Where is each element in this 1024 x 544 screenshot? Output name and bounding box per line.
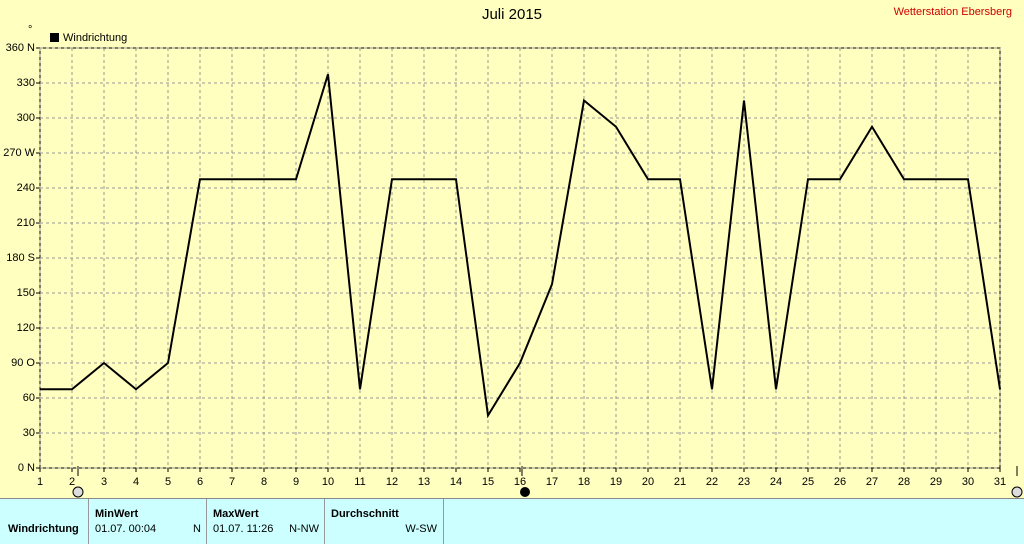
chart: Juli 2015 Wetterstation Ebersberg ° 0 N 3… [3, 6, 1023, 498]
value: N [193, 523, 201, 535]
x-tick-label: 14 [450, 476, 462, 488]
column-header: MinWert [95, 508, 139, 520]
x-tick-label: 31 [994, 476, 1006, 488]
x-tick-label: 4 [133, 476, 139, 488]
x-tick-label: 29 [930, 476, 942, 488]
x-tick-label: 11 [354, 476, 365, 488]
y-tick-label: 60 [23, 392, 35, 404]
x-tick-label: 17 [546, 476, 558, 488]
x-tick-label: 19 [610, 476, 622, 488]
x-tick-label: 30 [962, 476, 974, 488]
x-tick-label: 26 [834, 476, 846, 488]
y-tick-label: 240 [17, 182, 35, 194]
x-tick-label: 24 [770, 476, 782, 488]
value: N-NW [289, 523, 319, 535]
x-tick-label: 16 [514, 476, 526, 488]
y-tick-label: 210 [17, 217, 35, 229]
time: 01.07. 00:04 [95, 523, 157, 535]
time: 01.07. 11:26 [213, 523, 274, 535]
x-tick-label: 5 [165, 476, 171, 488]
x-tick-label: 7 [229, 476, 235, 488]
y-tick-label: 150 [17, 287, 35, 299]
x-tick-label: 20 [642, 476, 654, 488]
x-tick-label: 12 [386, 476, 398, 488]
slider-handle[interactable] [520, 487, 530, 497]
x-tick-label: 9 [293, 476, 299, 488]
x-tick-label: 1 [37, 476, 43, 488]
x-tick-label: 15 [482, 476, 494, 488]
x-tick-label: 13 [418, 476, 430, 488]
row-label: Windrichtung [8, 523, 79, 535]
slider-handle[interactable] [1011, 486, 1023, 498]
stats-column: Durchschnitt W-SW [324, 499, 444, 544]
y-tick-label: 120 [17, 322, 35, 334]
x-tick-label: 6 [197, 476, 203, 488]
y-tick-label: 330 [17, 77, 35, 89]
x-tick-label: 25 [802, 476, 814, 488]
chart-title: Juli 2015 [482, 6, 542, 23]
legend-swatch [50, 33, 59, 42]
x-tick-label: 10 [322, 476, 334, 488]
x-tick-label: 8 [261, 476, 267, 488]
x-tick-label: 22 [706, 476, 718, 488]
stats-column: MaxWert 01.07. 11:26 N-NW [206, 499, 325, 544]
column-header: MaxWert [213, 508, 259, 520]
x-tick-label: 18 [578, 476, 590, 488]
value: W-SW [405, 523, 437, 535]
legend-label: Windrichtung [63, 32, 127, 44]
column-header: Durchschnitt [331, 508, 399, 520]
x-tick-label: 28 [898, 476, 910, 488]
data-line [40, 73, 1001, 419]
x-tick-label: 3 [101, 476, 107, 488]
y-tick-label: 360 N [6, 42, 35, 54]
y-tick-label: 300 [17, 112, 35, 124]
station-name: Wetterstation Ebersberg [894, 6, 1012, 18]
y-tick-label: 0 N [18, 462, 35, 474]
y-tick-label: 30 [23, 427, 35, 439]
y-tick-label: 180 S [6, 252, 35, 264]
slider-handle[interactable] [72, 486, 84, 498]
x-tick-label: 21 [674, 476, 686, 488]
y-tick-label: 90 O [11, 357, 35, 369]
x-tick-label: 23 [738, 476, 750, 488]
y-axis-unit: ° [28, 24, 32, 36]
stats-panel: Windrichtung MinWert 01.07. 00:04 N MaxW… [0, 498, 1024, 544]
x-tick-label: 27 [866, 476, 878, 488]
y-tick-label: 270 W [3, 147, 35, 159]
x-tick-label: 2 [69, 476, 75, 488]
stats-column: MinWert 01.07. 00:04 N [88, 499, 207, 544]
